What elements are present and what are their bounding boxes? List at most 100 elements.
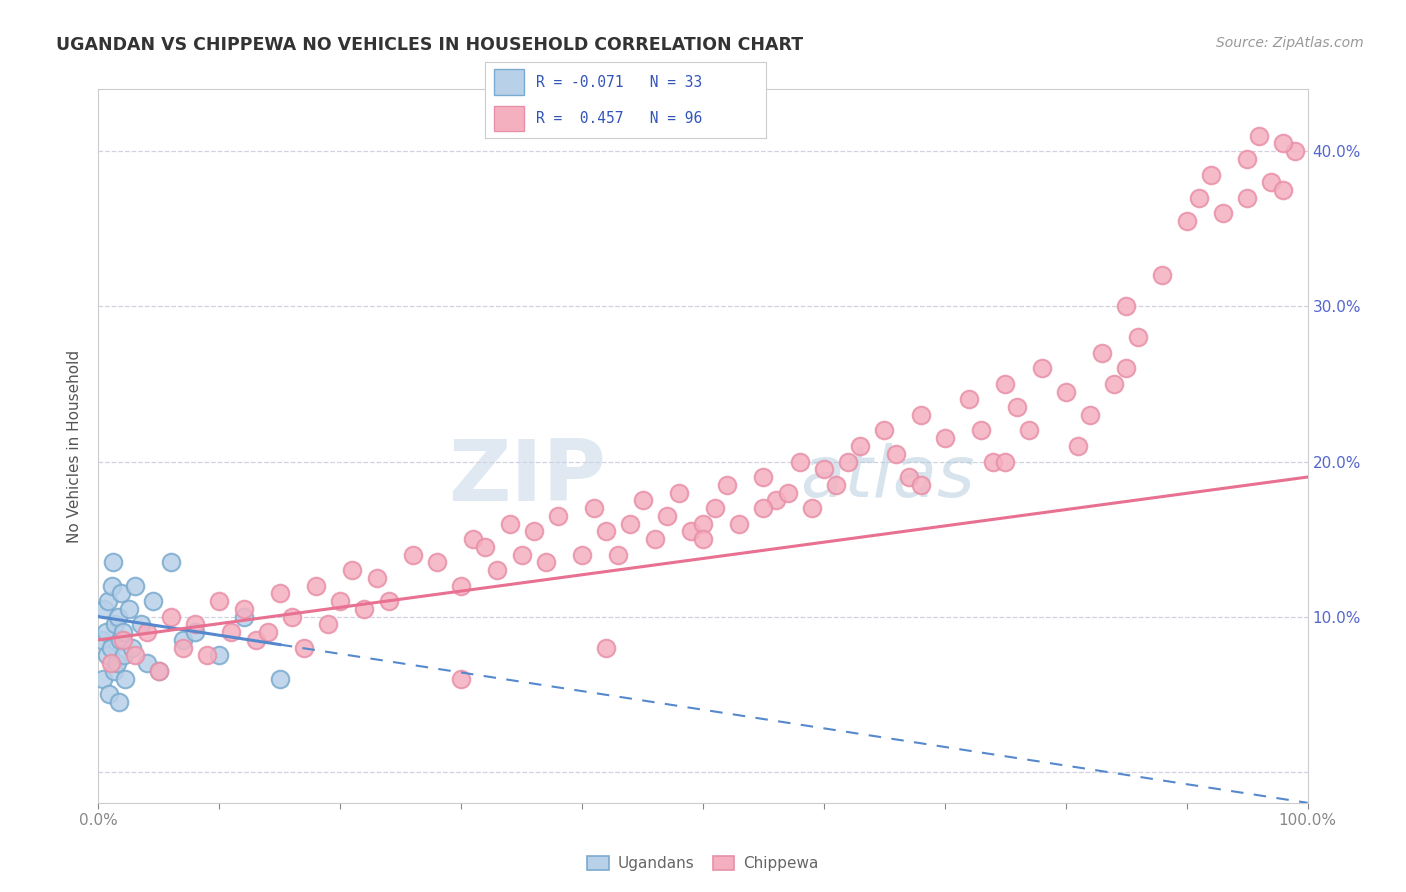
Point	[450, 579, 472, 593]
Point	[104, 617, 127, 632]
Point	[101, 555, 124, 569]
Point	[377, 594, 399, 608]
Point	[1199, 168, 1222, 182]
Point	[765, 493, 787, 508]
Point	[426, 555, 449, 569]
Point	[366, 571, 388, 585]
Point	[124, 648, 146, 663]
Point	[118, 602, 141, 616]
Point	[1115, 299, 1137, 313]
Point	[1236, 152, 1258, 166]
Point	[631, 493, 654, 508]
Point	[498, 516, 520, 531]
Point	[994, 376, 1017, 391]
Point	[813, 462, 835, 476]
Point	[825, 477, 848, 491]
Point	[1007, 401, 1029, 415]
Text: UGANDAN VS CHIPPEWA NO VEHICLES IN HOUSEHOLD CORRELATION CHART: UGANDAN VS CHIPPEWA NO VEHICLES IN HOUSE…	[56, 36, 803, 54]
Point	[114, 672, 136, 686]
Point	[111, 625, 134, 640]
Point	[121, 640, 143, 655]
Point	[1031, 361, 1053, 376]
Text: atlas: atlas	[800, 442, 974, 511]
Point	[970, 424, 993, 438]
Point	[329, 594, 352, 608]
Point	[103, 664, 125, 678]
Point	[305, 579, 328, 593]
Point	[129, 617, 152, 632]
Point	[644, 532, 666, 546]
Point	[752, 501, 775, 516]
Point	[1236, 191, 1258, 205]
Point	[342, 563, 364, 577]
Point	[692, 516, 714, 531]
Point	[105, 656, 128, 670]
Point	[94, 625, 117, 640]
Point	[269, 586, 291, 600]
Point	[1188, 191, 1211, 205]
Point	[1078, 408, 1101, 422]
Text: ZIP: ZIP	[449, 435, 606, 518]
Point	[91, 632, 114, 647]
Legend: Ugandans, Chippewa: Ugandans, Chippewa	[581, 849, 825, 877]
Point	[208, 648, 231, 663]
Point	[160, 609, 183, 624]
Point	[873, 424, 896, 438]
Point	[97, 594, 120, 608]
Point	[108, 632, 131, 647]
Point	[886, 447, 908, 461]
Point	[463, 532, 485, 546]
Point	[195, 648, 218, 663]
Point	[910, 408, 932, 422]
Text: Source: ZipAtlas.com: Source: ZipAtlas.com	[1216, 36, 1364, 50]
Point	[142, 594, 165, 608]
Point	[100, 579, 122, 593]
Point	[124, 579, 146, 593]
Point	[510, 548, 533, 562]
Y-axis label: No Vehicles in Household: No Vehicles in Household	[67, 350, 83, 542]
Point	[281, 609, 304, 624]
Point	[135, 656, 157, 670]
Point	[716, 477, 738, 491]
Point	[112, 648, 135, 663]
Point	[135, 625, 157, 640]
Point	[523, 524, 546, 539]
Text: R = -0.071   N = 33: R = -0.071 N = 33	[536, 75, 702, 90]
Point	[111, 632, 134, 647]
Point	[595, 524, 617, 539]
Point	[789, 454, 811, 468]
Point	[1091, 346, 1114, 360]
Point	[1175, 214, 1198, 228]
Point	[595, 640, 617, 655]
Point	[402, 548, 425, 562]
Point	[184, 625, 207, 640]
Point	[668, 485, 690, 500]
Point	[148, 664, 170, 678]
Point	[98, 687, 121, 701]
Point	[316, 617, 339, 632]
Text: R =  0.457   N = 96: R = 0.457 N = 96	[536, 111, 702, 126]
Point	[232, 609, 254, 624]
Point	[256, 625, 278, 640]
Point	[981, 454, 1004, 468]
Point	[172, 640, 194, 655]
Point	[1260, 175, 1282, 189]
Point	[1249, 128, 1271, 143]
Point	[486, 563, 509, 577]
Point	[655, 508, 678, 523]
Point	[1054, 384, 1077, 399]
Point	[1212, 206, 1234, 220]
Point	[934, 431, 956, 445]
Point	[897, 470, 920, 484]
Point	[957, 392, 980, 407]
Point	[232, 602, 254, 616]
Point	[1102, 376, 1125, 391]
Point	[583, 501, 606, 516]
Point	[172, 632, 194, 647]
Point	[704, 501, 727, 516]
Point	[534, 555, 557, 569]
Point	[1128, 330, 1150, 344]
Point	[148, 664, 170, 678]
Point	[1067, 439, 1090, 453]
Point	[679, 524, 702, 539]
